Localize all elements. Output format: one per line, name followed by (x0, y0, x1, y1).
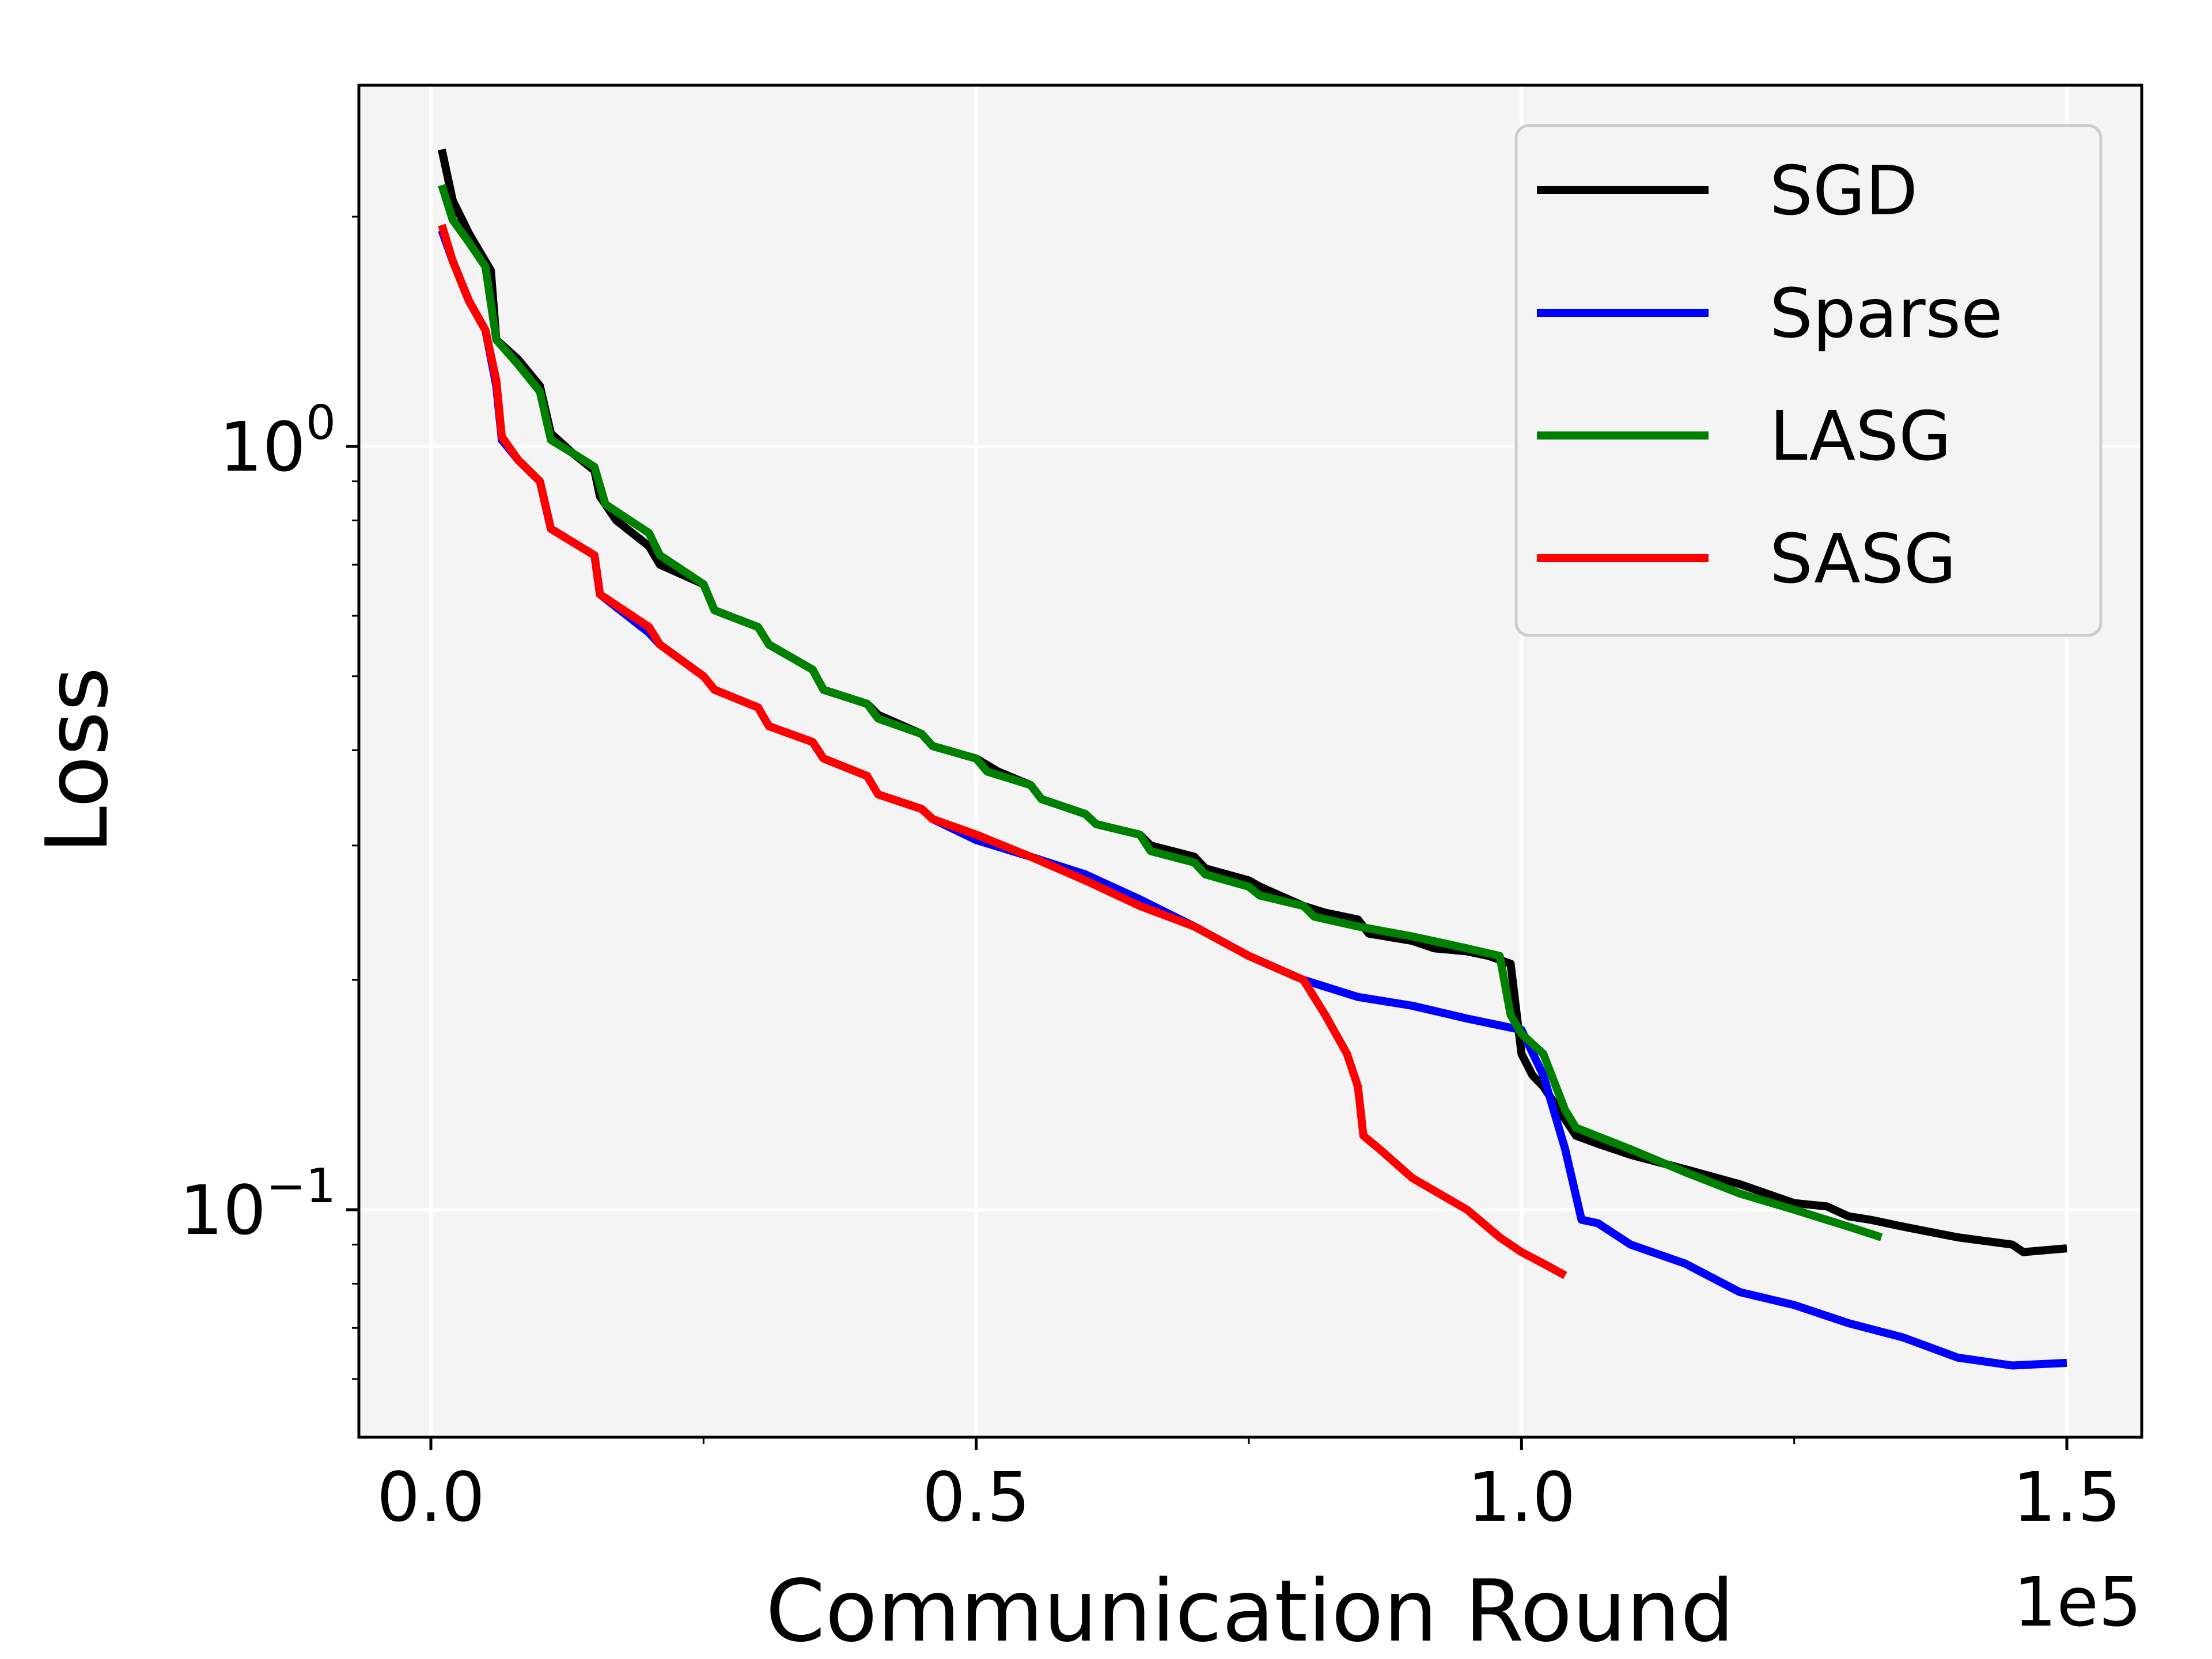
plot-frame (357, 84, 2143, 1439)
x-axis-offset-label: 1e5 (2013, 1562, 2142, 1642)
x-tick-label: 1.0 (1467, 1457, 1575, 1537)
legend-label-sparse: Sparse (1770, 274, 2003, 353)
y-tick-label: 100 (219, 396, 336, 487)
y-tick-base: 10 (219, 407, 306, 487)
legend-label-sasg: SASG (1770, 519, 1956, 599)
series-line-lasg (438, 184, 1883, 1241)
legend-box (1514, 124, 2103, 637)
series-layer (438, 148, 2067, 1370)
x-tick-label: 0.5 (922, 1457, 1031, 1537)
series-line-sasg (438, 224, 1567, 1279)
y-tick-base: 10 (180, 1171, 266, 1250)
legend: SGD Sparse LASG SASG (1514, 124, 2103, 637)
y-tick-exponent: −1 (266, 1159, 336, 1214)
x-axis-label: Communication Round (766, 1562, 1734, 1659)
y-tick-label: 10−1 (180, 1159, 336, 1250)
legend-label-lasg: LASG (1770, 396, 1952, 476)
legend-items: SGD Sparse LASG SASG (1537, 151, 2003, 599)
x-axis: 0.0 0.5 1.0 1.5 (377, 1437, 2121, 1537)
legend-label-sgd: SGD (1770, 151, 1918, 230)
x-tick-label: 1.5 (2013, 1457, 2121, 1537)
y-axis-label: Loss (28, 667, 127, 854)
x-tick-label: 0.0 (377, 1457, 485, 1537)
y-tick-exponent: 0 (306, 396, 336, 450)
